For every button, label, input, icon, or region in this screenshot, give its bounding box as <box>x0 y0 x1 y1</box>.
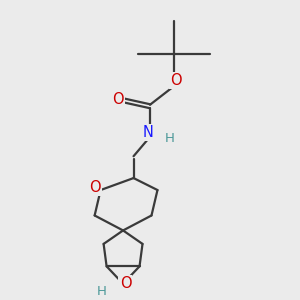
Text: O: O <box>120 276 131 291</box>
Text: N: N <box>142 125 153 140</box>
Text: H: H <box>97 285 107 298</box>
Text: O: O <box>89 180 101 195</box>
Text: O: O <box>112 92 124 107</box>
Text: H: H <box>164 132 174 145</box>
Text: O: O <box>170 73 182 88</box>
